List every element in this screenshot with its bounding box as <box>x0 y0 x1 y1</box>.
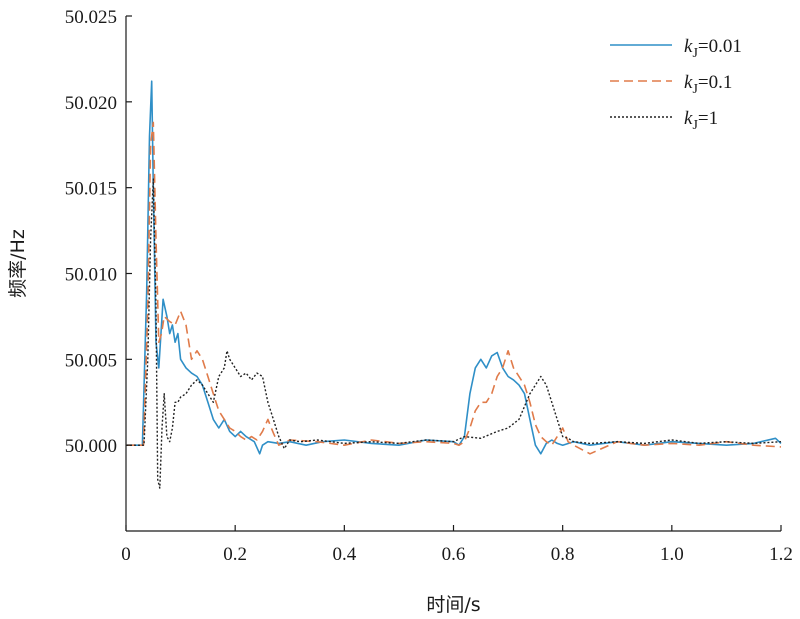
plot-axes-frame <box>125 16 781 532</box>
y-tick-label: 50.010 <box>65 265 117 286</box>
x-tick-label: 0.8 <box>551 544 575 565</box>
x-axis-ticks: 0 0.2 0.4 0.6 0.8 1.0 1.2 <box>121 525 793 565</box>
y-tick-label: 50.000 <box>65 436 117 457</box>
legend: kJ=0.01 kJ=0.1 kJ=1 <box>610 36 742 133</box>
y-axis-label: 频率/Hz <box>7 229 29 298</box>
legend-label-1: kJ=0.01 <box>684 36 742 61</box>
x-tick-label: 1.2 <box>769 544 793 565</box>
y-tick-label: 50.020 <box>65 93 117 114</box>
x-tick-label: 1.0 <box>660 544 684 565</box>
x-tick-label: 0.2 <box>223 544 247 565</box>
y-tick-label: 50.015 <box>65 179 117 200</box>
y-axis-ticks: 50.000 50.005 50.010 50.015 50.020 50.025 <box>65 7 132 457</box>
x-axis-label: 时间/s <box>426 594 480 616</box>
series-line-2 <box>126 121 782 455</box>
x-tick-label: 0.6 <box>442 544 466 565</box>
y-tick-label: 50.005 <box>65 350 117 371</box>
x-tick-label: 0.4 <box>332 544 356 565</box>
legend-label-3: kJ=1 <box>684 108 718 133</box>
x-tick-label: 0 <box>121 544 131 565</box>
legend-label-2: kJ=0.1 <box>684 72 732 97</box>
series-line-3 <box>126 178 782 489</box>
y-tick-label: 50.025 <box>65 7 117 28</box>
series-line-1 <box>126 80 782 455</box>
series-layer <box>126 80 782 489</box>
